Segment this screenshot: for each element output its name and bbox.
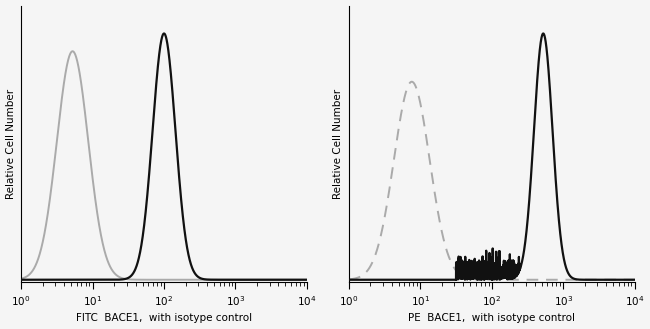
Y-axis label: Relative Cell Number: Relative Cell Number <box>333 89 343 199</box>
Y-axis label: Relative Cell Number: Relative Cell Number <box>6 89 16 199</box>
X-axis label: PE  BACE1,  with isotype control: PE BACE1, with isotype control <box>408 314 575 323</box>
X-axis label: FITC  BACE1,  with isotype control: FITC BACE1, with isotype control <box>76 314 252 323</box>
